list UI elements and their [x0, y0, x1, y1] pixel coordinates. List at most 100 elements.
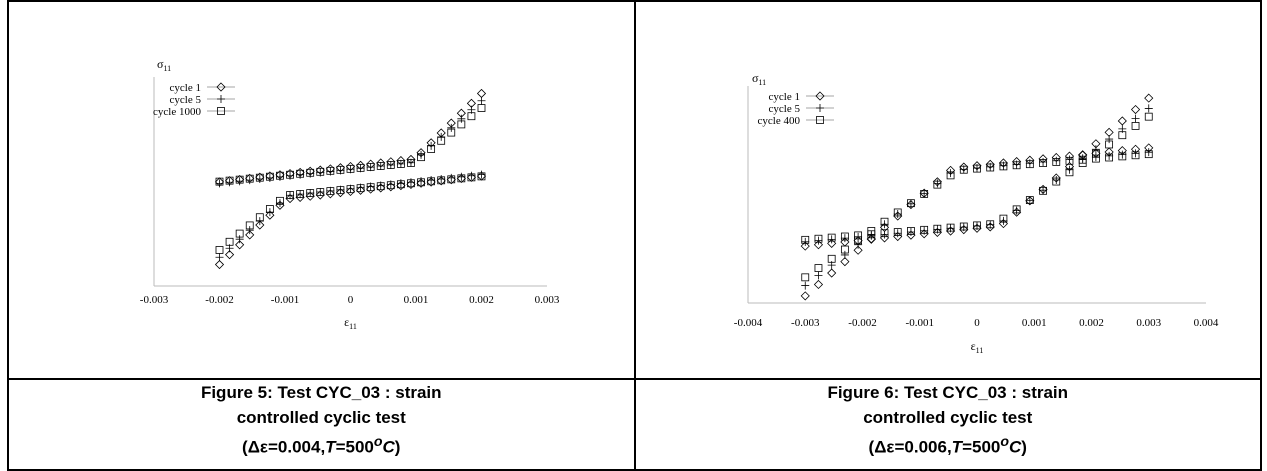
data-point — [1091, 149, 1100, 158]
data-point — [427, 141, 436, 150]
data-point — [407, 179, 415, 188]
x-tick-label: 0 — [348, 294, 354, 306]
data-point — [316, 187, 325, 196]
data-point — [316, 188, 325, 197]
data-point — [386, 161, 395, 169]
data-point — [336, 186, 345, 195]
data-point — [245, 176, 254, 185]
data-point — [1117, 150, 1126, 159]
data-point — [985, 163, 994, 172]
y-axis-label: σ11 — [157, 57, 171, 73]
x-tick-label: -0.002 — [205, 294, 233, 306]
data-point — [906, 199, 915, 208]
data-point — [813, 271, 822, 280]
data-point — [356, 163, 365, 172]
data-point — [1064, 155, 1073, 164]
data-point — [416, 178, 426, 188]
data-point — [356, 185, 366, 195]
data-point — [1104, 135, 1113, 144]
figure-6-caption-temp-var: T — [951, 437, 963, 457]
data-point — [296, 190, 305, 199]
series-cycle-1000 — [215, 104, 486, 254]
figure-5-plot-cell: -0.003 -0.002 -0.001 0 0.001 0.002 0.003 ε11 σ11… — [7, 0, 636, 380]
data-point — [467, 171, 476, 180]
data-point — [1131, 151, 1139, 160]
data-point — [265, 205, 274, 213]
data-point — [853, 245, 863, 255]
data-point — [827, 233, 836, 242]
data-point — [945, 226, 955, 236]
data-point — [1131, 114, 1140, 123]
x-tick-label: 0.003 — [535, 294, 560, 306]
figure-5-caption-temp-val: =500 — [335, 437, 374, 457]
data-point — [880, 229, 888, 238]
data-point — [827, 235, 836, 244]
data-point — [880, 220, 889, 229]
legend-marker — [814, 91, 825, 101]
data-point — [235, 175, 244, 184]
legend-marker — [815, 104, 824, 112]
data-point — [814, 264, 822, 272]
data-point — [214, 259, 225, 270]
data-point — [225, 176, 234, 185]
data-point — [905, 230, 916, 240]
data-point — [840, 245, 849, 254]
data-point — [1091, 154, 1100, 163]
x-axis-label: ε11 — [970, 339, 983, 355]
data-point — [396, 180, 406, 191]
data-point — [366, 184, 376, 194]
legend-marker — [217, 107, 225, 115]
data-point — [356, 164, 365, 173]
data-point — [839, 257, 849, 267]
data-point — [255, 217, 264, 226]
data-point — [1144, 112, 1153, 121]
legend-label: cycle 5 — [170, 94, 202, 106]
data-point — [1091, 145, 1100, 154]
data-point — [286, 191, 294, 199]
data-point — [813, 240, 823, 250]
data-point — [477, 172, 486, 181]
data-point — [426, 177, 436, 187]
data-point — [245, 230, 255, 240]
data-point — [893, 210, 902, 219]
data-point — [447, 175, 456, 184]
data-point — [225, 178, 234, 187]
data-point — [919, 189, 928, 198]
data-point — [866, 231, 875, 240]
data-point — [245, 226, 254, 235]
data-point — [919, 190, 928, 198]
figure-5-caption-line2: controlled cyclic test — [236, 408, 406, 427]
data-point — [1143, 93, 1153, 103]
data-point — [245, 221, 254, 230]
data-point — [436, 176, 446, 186]
data-point — [225, 237, 234, 246]
data-point — [932, 179, 941, 188]
legend-label: cycle 5 — [768, 103, 800, 115]
data-point — [296, 169, 305, 178]
data-point — [417, 178, 425, 187]
data-point — [245, 174, 254, 183]
data-point — [386, 181, 395, 190]
x-tick-label: -0.001 — [905, 317, 933, 329]
data-point — [376, 161, 385, 170]
x-tick-label: 0 — [974, 317, 980, 329]
data-point — [800, 273, 809, 282]
data-point — [1078, 159, 1087, 167]
data-point — [477, 96, 486, 105]
data-point — [880, 230, 889, 239]
figure-5-chart: -0.003 -0.002 -0.001 0 0.001 0.002 0.003 ε11 σ11… — [140, 57, 560, 331]
data-point — [1038, 186, 1047, 195]
data-point — [255, 175, 264, 184]
data-point — [366, 162, 375, 171]
figure-table: -0.003 -0.002 -0.001 0 0.001 0.002 0.003 ε11 σ11… — [7, 0, 1262, 471]
data-point — [826, 268, 836, 278]
data-point — [1012, 206, 1021, 215]
data-point — [800, 281, 809, 290]
data-point — [919, 229, 929, 239]
data-point — [800, 237, 809, 246]
data-point — [905, 200, 916, 210]
figure-6-caption-line3: (Δε=0.006,T=500oC) — [868, 434, 1027, 457]
data-point — [467, 173, 476, 182]
figure-6-caption-temp-val: =500 — [962, 437, 1001, 457]
data-point — [1051, 156, 1060, 165]
